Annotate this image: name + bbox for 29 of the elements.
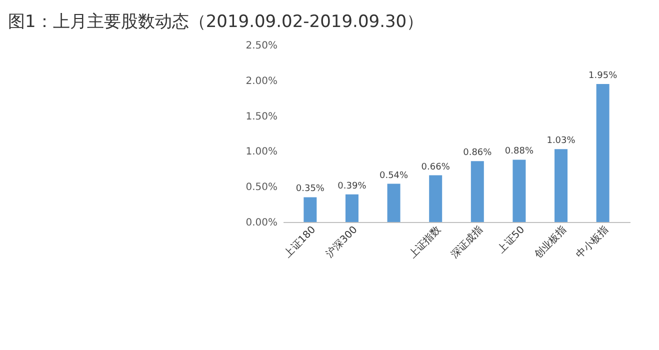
x-tick-label: 上证指数 (406, 224, 444, 261)
bar (470, 161, 484, 222)
bar (554, 149, 568, 222)
data-label: 1.03% (546, 136, 576, 146)
data-label: 0.66% (421, 162, 450, 172)
y-tick-label: 2.00% (246, 76, 278, 87)
data-label: 0.35% (296, 184, 325, 194)
bar (596, 84, 610, 222)
y-tick-label: 0.00% (246, 218, 278, 228)
x-tick-label: 上证50 (495, 224, 527, 256)
x-tick-label: 沪深300 (324, 224, 360, 260)
x-tick-label: 深证成指 (448, 224, 486, 261)
x-tick-label: 中小板指 (574, 224, 611, 261)
bar (387, 184, 400, 222)
y-tick-label: 2.50% (246, 40, 278, 52)
data-label: 0.88% (504, 146, 534, 157)
bar (304, 197, 317, 222)
bar (512, 160, 526, 222)
chart-title: 图1：上月主要股数动态（2019.09.02-2019.09.30） (8, 11, 424, 33)
data-label: 1.95% (588, 70, 618, 81)
y-tick-label: 0.50% (246, 182, 278, 194)
y-tick-label: 1.50% (246, 111, 278, 122)
y-tick-label: 1.00% (246, 146, 278, 158)
x-tick-label: 创业板指 (532, 224, 569, 261)
bar (345, 194, 358, 222)
data-label: 0.54% (379, 170, 409, 181)
bar (429, 175, 442, 222)
data-label: 0.39% (338, 181, 367, 192)
data-label: 0.86% (463, 148, 492, 158)
